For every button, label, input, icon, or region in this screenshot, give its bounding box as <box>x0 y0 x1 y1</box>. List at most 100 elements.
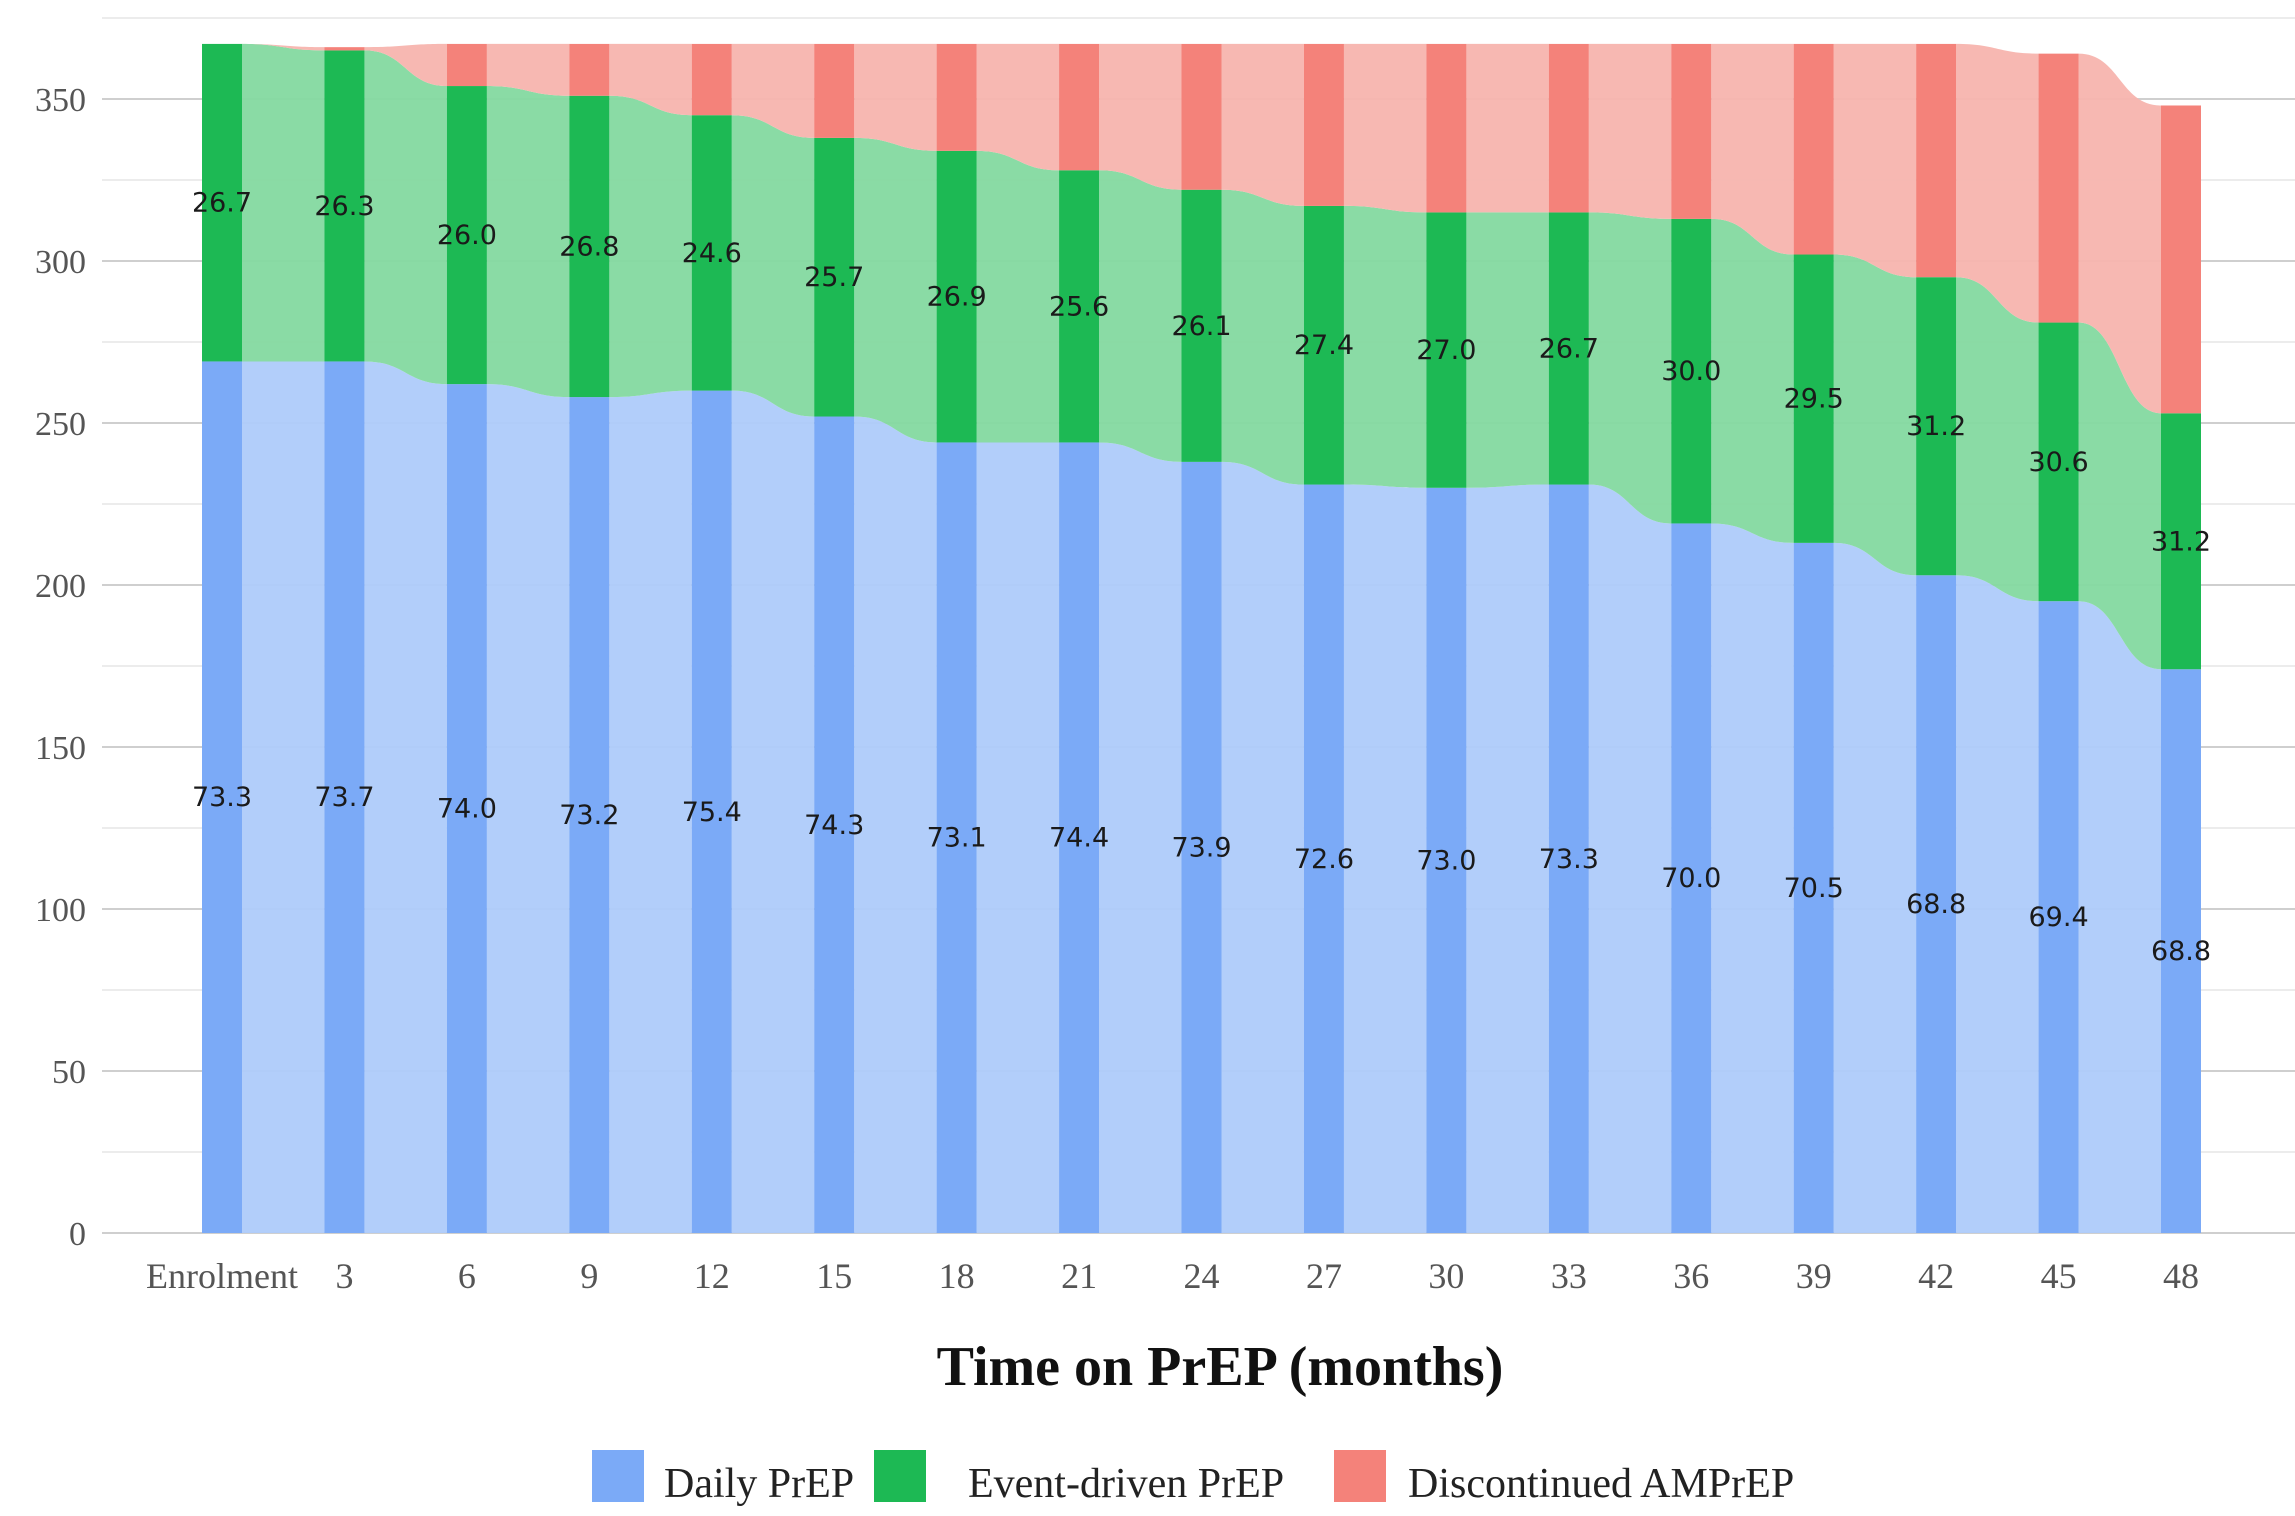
data-label: 29.5 <box>1784 384 1844 415</box>
data-label: 70.0 <box>1661 863 1721 894</box>
data-label: 26.7 <box>1539 333 1599 364</box>
flow-band-event-driven-prep <box>976 150 1060 443</box>
x-tick-label: 48 <box>2163 1256 2199 1296</box>
y-tick-label: 0 <box>69 1216 86 1253</box>
flow-band-daily-prep <box>1833 542 1917 1233</box>
x-tick-label: 45 <box>2041 1256 2077 1296</box>
x-tick-label: 36 <box>1673 1256 1709 1296</box>
bar-segment-daily-prep <box>936 442 977 1233</box>
bar-segment-daily-prep <box>814 416 855 1233</box>
y-tick-label: 200 <box>35 568 86 605</box>
flow-band-event-driven-prep <box>1099 170 1182 462</box>
flow-band-discontinued-amprep <box>1221 43 1304 206</box>
flow-band-event-driven-prep <box>1221 189 1304 485</box>
bar-segment-discontinued-amprep <box>936 43 977 151</box>
x-tick-label: 18 <box>939 1256 975 1296</box>
bar-segment-discontinued-amprep <box>446 43 487 87</box>
x-tick-label: 30 <box>1428 1256 1464 1296</box>
data-label: 74.3 <box>804 810 864 841</box>
flow-band-event-driven-prep <box>1711 218 1794 543</box>
data-label: 74.0 <box>437 794 497 825</box>
flow-band-discontinued-amprep <box>854 43 937 151</box>
flow-band-discontinued-amprep <box>976 43 1060 171</box>
flow-band-daily-prep <box>1711 523 1794 1233</box>
flow-band-daily-prep <box>976 442 1060 1233</box>
flow-band-daily-prep <box>242 361 325 1233</box>
data-label: 26.8 <box>559 231 619 262</box>
data-label: 26.7 <box>192 188 252 219</box>
bar-segment-event-driven-prep <box>1303 205 1344 485</box>
data-label: 73.0 <box>1416 845 1476 876</box>
bar-segment-daily-prep <box>446 384 487 1233</box>
flow-band-daily-prep <box>1343 484 1427 1233</box>
flow-band-daily-prep <box>1588 484 1672 1233</box>
legend-swatch <box>1334 1450 1386 1502</box>
bar-segment-event-driven-prep <box>814 137 855 417</box>
x-tick-label: 42 <box>1918 1256 1954 1296</box>
bar-segment-daily-prep <box>2038 601 2079 1233</box>
data-label: 69.4 <box>2029 902 2089 933</box>
flow-band-discontinued-amprep <box>1711 43 1794 255</box>
bar-segment-event-driven-prep <box>202 43 242 362</box>
bar-segment-event-driven-prep <box>1181 189 1222 462</box>
x-tick-label: 24 <box>1184 1256 1220 1296</box>
y-axis-ticks: 0 50 100 150 200 250 300 350 <box>35 82 86 1253</box>
data-label: 27.0 <box>1416 335 1476 366</box>
flow-band-discontinued-amprep <box>364 43 447 87</box>
flow-band-discontinued-amprep <box>486 43 570 96</box>
flow-band-daily-prep <box>1221 461 1304 1233</box>
data-label: 73.1 <box>927 823 987 854</box>
percentage-labels: 73.3 26.7 73.7 26.3 74.0 26.0 73.2 26.8 75.4 24.6… <box>192 188 2211 967</box>
data-label: 73.3 <box>192 782 252 813</box>
flow-band-discontinued-amprep <box>2078 53 2161 414</box>
bar-segment-daily-prep <box>1181 461 1222 1233</box>
data-label: 75.4 <box>682 797 742 828</box>
bar-segment-event-driven-prep <box>691 115 732 391</box>
flow-band-event-driven-prep <box>1466 212 1549 488</box>
bar-segment-discontinued-amprep <box>2161 105 2201 414</box>
y-tick-label: 50 <box>52 1054 86 1091</box>
stacked-bars <box>202 43 2201 1234</box>
y-tick-label: 150 <box>35 730 86 767</box>
bar-segment-discontinued-amprep <box>569 43 610 96</box>
flow-band-event-driven-prep <box>609 95 692 398</box>
legend: Daily PrEP Event-driven PrEP Discontinued … <box>592 1450 1794 1507</box>
data-label: 31.2 <box>1906 411 1966 442</box>
data-label: 26.0 <box>437 220 497 251</box>
legend-label: Event-driven PrEP <box>968 1461 1284 1507</box>
bar-segment-discontinued-amprep <box>1916 43 1957 278</box>
bar-segment-event-driven-prep <box>2161 413 2201 670</box>
bar-segment-event-driven-prep <box>446 86 487 385</box>
flow-band-event-driven-prep <box>486 86 570 398</box>
bar-segment-discontinued-amprep <box>324 47 365 51</box>
data-label: 73.9 <box>1171 832 1231 863</box>
flow-band-daily-prep <box>2078 601 2161 1233</box>
flow-band-event-driven-prep <box>242 43 325 362</box>
bar-segment-event-driven-prep <box>2038 322 2079 602</box>
data-label: 27.4 <box>1294 330 1354 361</box>
flow-band-daily-prep <box>1956 575 2039 1233</box>
flow-band-daily-prep <box>1466 484 1549 1233</box>
bar-segment-daily-prep <box>1671 523 1712 1233</box>
data-label: 25.6 <box>1049 291 1109 322</box>
bar-segment-discontinued-amprep <box>1303 43 1344 206</box>
flow-band-event-driven-prep <box>1343 205 1427 488</box>
data-label: 25.7 <box>804 262 864 293</box>
bar-segment-discontinued-amprep <box>814 43 855 138</box>
bar-segment-discontinued-amprep <box>1793 43 1834 255</box>
data-label: 68.8 <box>1906 889 1966 920</box>
data-label: 24.6 <box>682 238 742 269</box>
bar-segment-daily-prep <box>1548 484 1589 1233</box>
bar-segment-event-driven-prep <box>1793 254 1834 543</box>
data-label: 26.3 <box>314 191 374 222</box>
bar-segment-daily-prep <box>2161 669 2201 1233</box>
flow-band-discontinued-amprep <box>242 43 325 51</box>
bar-segment-event-driven-prep <box>1916 277 1957 576</box>
flow-band-daily-prep <box>364 361 447 1233</box>
x-tick-label: 15 <box>816 1256 852 1296</box>
flow-band-event-driven-prep <box>1833 254 1917 576</box>
flow-band-discontinued-amprep <box>609 43 692 116</box>
x-tick-label: 39 <box>1796 1256 1832 1296</box>
flow-band-daily-prep <box>1099 442 1182 1233</box>
